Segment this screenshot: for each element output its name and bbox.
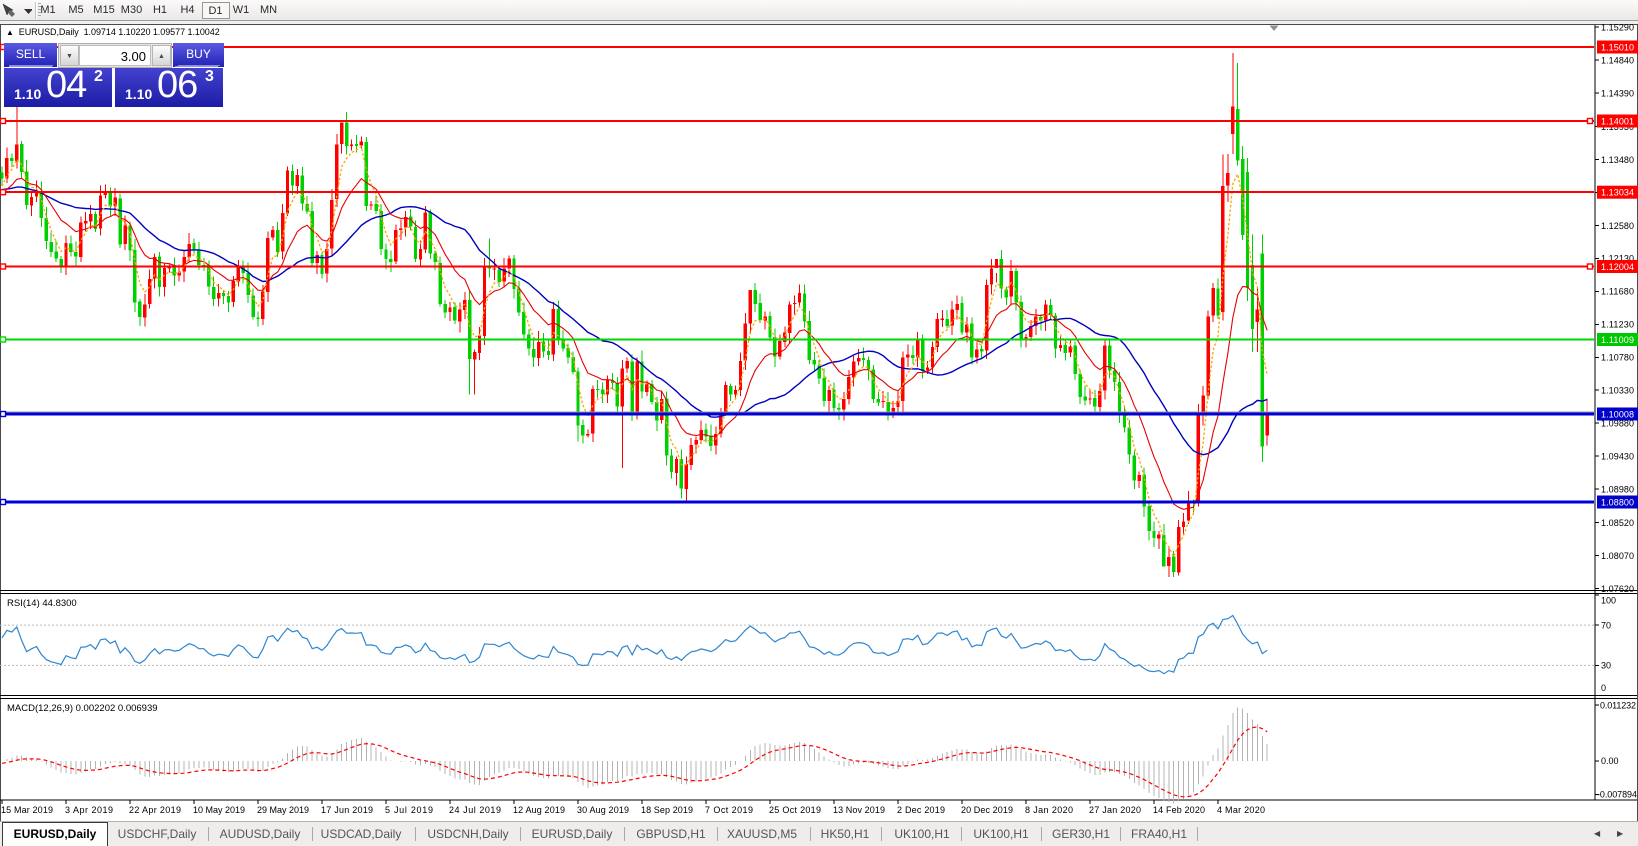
- svg-text:100: 100: [1601, 596, 1616, 606]
- svg-text:RSI(14) 44.8300: RSI(14) 44.8300: [7, 598, 77, 609]
- svg-text:1.14390: 1.14390: [1601, 88, 1634, 98]
- svg-text:1.09880: 1.09880: [1601, 418, 1634, 428]
- svg-text:1.09430: 1.09430: [1601, 451, 1634, 461]
- svg-text:29 May 2019: 29 May 2019: [257, 805, 309, 815]
- svg-text:1.11009: 1.11009: [1601, 335, 1634, 345]
- svg-text:1.10780: 1.10780: [1601, 353, 1634, 363]
- svg-text:1.08800: 1.08800: [1601, 497, 1634, 507]
- svg-text:1.12580: 1.12580: [1601, 221, 1634, 231]
- svg-text:12 Aug 2019: 12 Aug 2019: [513, 805, 565, 815]
- svg-text:70: 70: [1601, 620, 1611, 630]
- svg-text:22 Apr 2019: 22 Apr 2019: [129, 805, 181, 815]
- svg-text:1.10008: 1.10008: [1601, 409, 1634, 419]
- svg-text:14 Feb 2020: 14 Feb 2020: [1153, 805, 1205, 815]
- svg-text:25 Oct 2019: 25 Oct 2019: [769, 805, 821, 815]
- svg-text:1.11230: 1.11230: [1601, 320, 1634, 330]
- svg-text:1.12130: 1.12130: [1601, 254, 1634, 264]
- svg-text:5 Jul 2019: 5 Jul 2019: [385, 805, 433, 815]
- svg-text:-0.007894: -0.007894: [1597, 790, 1637, 800]
- svg-text:30 Aug 2019: 30 Aug 2019: [577, 805, 629, 815]
- svg-text:1.11680: 1.11680: [1601, 287, 1634, 297]
- svg-text:1.08520: 1.08520: [1601, 518, 1634, 528]
- svg-text:1.15290: 1.15290: [1601, 24, 1634, 32]
- svg-text:24 Jul 2019: 24 Jul 2019: [449, 805, 501, 815]
- svg-text:1.07620: 1.07620: [1601, 584, 1634, 594]
- svg-text:1.10330: 1.10330: [1601, 385, 1634, 395]
- svg-text:1.13480: 1.13480: [1601, 155, 1634, 165]
- svg-text:1.13034: 1.13034: [1601, 188, 1634, 198]
- svg-text:15 Mar 2019: 15 Mar 2019: [1, 805, 53, 815]
- svg-text:7 Oct 2019: 7 Oct 2019: [705, 805, 753, 815]
- svg-text:1.15010: 1.15010: [1601, 42, 1634, 52]
- svg-text:1.14001: 1.14001: [1601, 116, 1634, 126]
- svg-text:18 Sep 2019: 18 Sep 2019: [641, 805, 693, 815]
- svg-text:0.00: 0.00: [1601, 756, 1619, 766]
- svg-text:1.12004: 1.12004: [1601, 262, 1634, 272]
- svg-text:3 Apr 2019: 3 Apr 2019: [65, 805, 113, 815]
- svg-text:13 Nov 2019: 13 Nov 2019: [833, 805, 885, 815]
- svg-text:17 Jun 2019: 17 Jun 2019: [321, 805, 373, 815]
- svg-text:30: 30: [1601, 661, 1611, 671]
- svg-text:27 Jan 2020: 27 Jan 2020: [1089, 805, 1141, 815]
- svg-text:MACD(12,26,9) 0.002202 0.00693: MACD(12,26,9) 0.002202 0.006939: [7, 703, 158, 714]
- svg-text:20 Dec 2019: 20 Dec 2019: [961, 805, 1013, 815]
- svg-text:0: 0: [1601, 683, 1606, 693]
- svg-text:1.08980: 1.08980: [1601, 484, 1634, 494]
- svg-text:1.08070: 1.08070: [1601, 551, 1634, 561]
- svg-text:2 Dec 2019: 2 Dec 2019: [897, 805, 945, 815]
- svg-text:8 Jan 2020: 8 Jan 2020: [1025, 805, 1073, 815]
- svg-text:10 May 2019: 10 May 2019: [193, 805, 245, 815]
- svg-text:0.011232: 0.011232: [1600, 700, 1636, 710]
- svg-text:1.14840: 1.14840: [1601, 55, 1634, 65]
- svg-text:4 Mar 2020: 4 Mar 2020: [1217, 805, 1265, 815]
